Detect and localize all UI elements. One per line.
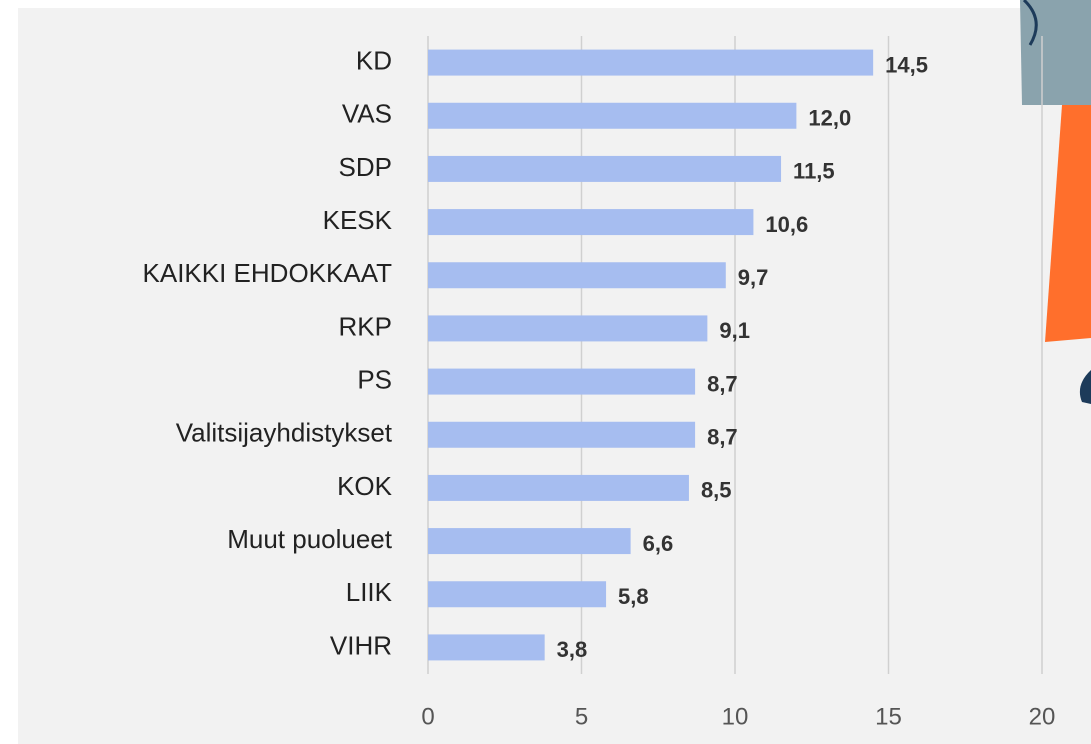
value-label: 12,0	[808, 106, 851, 131]
y-tick-label: PS	[357, 364, 392, 394]
y-tick-label: Valitsijayhdistykset	[176, 418, 393, 448]
y-tick-label: VIHR	[330, 630, 392, 660]
value-label: 10,6	[765, 212, 808, 237]
y-tick-label: KESK	[323, 205, 393, 235]
bar	[428, 368, 696, 395]
bar	[428, 102, 797, 129]
bar	[428, 421, 696, 448]
value-label: 6,6	[643, 531, 674, 556]
y-tick-label: LIIK	[346, 577, 393, 607]
x-tick-label: 10	[722, 703, 749, 730]
y-tick-label: KAIKKI EHDOKKAAT	[143, 258, 393, 288]
bar	[428, 634, 545, 661]
value-label: 9,1	[719, 318, 750, 343]
bar	[428, 581, 607, 608]
x-tick-label: 5	[575, 703, 588, 730]
value-label: 8,7	[707, 425, 738, 450]
bar	[428, 528, 631, 555]
bar	[428, 209, 754, 236]
illustration	[1045, 105, 1091, 342]
y-tick-label: SDP	[339, 152, 392, 182]
x-tick-label: 20	[1029, 703, 1056, 730]
bar	[428, 155, 782, 182]
value-label: 3,8	[557, 637, 588, 662]
y-tick-label: Muut puolueet	[227, 524, 393, 554]
value-label: 9,7	[738, 265, 769, 290]
value-label: 5,8	[618, 584, 649, 609]
y-tick-label: KD	[356, 45, 392, 75]
y-tick-label: VAS	[342, 99, 392, 129]
value-label: 11,5	[793, 159, 835, 184]
x-tick-label: 0	[421, 703, 434, 730]
illustration	[1079, 370, 1091, 404]
value-label: 8,5	[701, 478, 732, 503]
y-tick-label: RKP	[339, 311, 392, 341]
value-label: 8,7	[707, 371, 738, 396]
illustration	[1022, 0, 1038, 46]
bar	[428, 49, 874, 76]
y-tick-label: KOK	[337, 471, 393, 501]
illustration	[1020, 0, 1091, 105]
bar	[428, 315, 708, 342]
bar	[428, 262, 726, 289]
plot: 0 5 10 15 20 KD 14,5 VAS 12,0 SDP 11,5 KESK 10,6 KAIK…	[143, 36, 1056, 730]
bar	[428, 474, 689, 501]
x-tick-label: 15	[875, 703, 902, 730]
value-label: 14,5	[885, 52, 928, 77]
